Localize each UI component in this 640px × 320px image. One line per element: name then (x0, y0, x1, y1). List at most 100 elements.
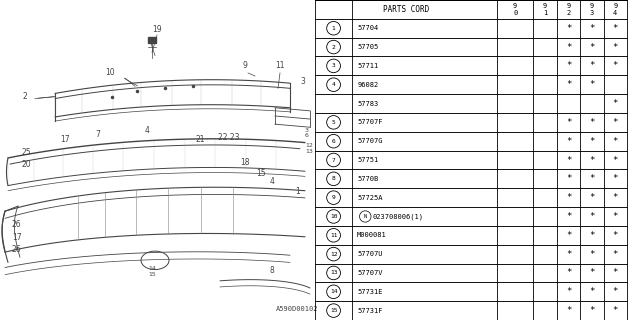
Text: *: * (566, 24, 571, 33)
Text: 9: 9 (332, 195, 335, 200)
Text: 57705: 57705 (357, 44, 378, 50)
Text: *: * (566, 287, 571, 296)
Text: *: * (589, 306, 595, 315)
Text: *: * (566, 156, 571, 164)
Text: *: * (612, 61, 618, 70)
Text: *: * (566, 268, 571, 277)
Text: 3: 3 (332, 63, 335, 68)
Text: 7: 7 (332, 157, 335, 163)
Text: 22 23: 22 23 (218, 132, 239, 141)
Text: 5770B: 5770B (357, 176, 378, 182)
Text: M000081: M000081 (357, 232, 387, 238)
Text: *: * (589, 61, 595, 70)
Text: 7: 7 (95, 131, 100, 140)
Text: 26: 26 (12, 220, 22, 228)
Text: 6: 6 (332, 139, 335, 144)
Text: 57751: 57751 (357, 157, 378, 163)
Text: *: * (566, 118, 571, 127)
Text: 12: 12 (330, 252, 337, 257)
Text: A590D00102: A590D00102 (275, 306, 318, 312)
Text: 57731E: 57731E (357, 289, 383, 295)
Text: *: * (589, 231, 595, 240)
Text: 15: 15 (256, 169, 266, 178)
Text: *: * (589, 118, 595, 127)
Text: 57707V: 57707V (357, 270, 383, 276)
Text: 21: 21 (195, 135, 205, 144)
Text: 10: 10 (105, 68, 115, 77)
Text: 2: 2 (332, 44, 335, 50)
Text: *: * (566, 193, 571, 202)
Text: 3
6: 3 6 (305, 128, 309, 139)
Text: *: * (589, 212, 595, 221)
Text: *: * (612, 231, 618, 240)
Text: *: * (612, 156, 618, 164)
Text: 57783: 57783 (357, 100, 378, 107)
Text: 9: 9 (243, 61, 248, 70)
Bar (148, 37, 156, 43)
Text: 2: 2 (22, 92, 28, 100)
Text: 10: 10 (330, 214, 337, 219)
Text: *: * (566, 174, 571, 183)
Text: *: * (612, 268, 618, 277)
Text: *: * (566, 61, 571, 70)
Text: *: * (589, 193, 595, 202)
Text: *: * (612, 24, 618, 33)
Text: 57725A: 57725A (357, 195, 383, 201)
Text: *: * (566, 212, 571, 221)
Text: 13: 13 (330, 270, 337, 276)
Text: 19: 19 (152, 25, 162, 34)
Text: *: * (612, 306, 618, 315)
Text: *: * (589, 287, 595, 296)
Text: 4: 4 (145, 126, 150, 135)
Text: *: * (612, 43, 618, 52)
Text: *: * (566, 43, 571, 52)
Text: 8: 8 (270, 266, 275, 275)
Text: 18: 18 (240, 158, 250, 167)
Text: 25: 25 (22, 148, 31, 157)
Text: *: * (612, 287, 618, 296)
Text: *: * (612, 174, 618, 183)
Text: *: * (566, 306, 571, 315)
Text: 9
4: 9 4 (613, 3, 618, 16)
Text: 15: 15 (330, 308, 337, 313)
Text: 11: 11 (275, 61, 285, 70)
Text: PARTS CORD: PARTS CORD (383, 5, 429, 14)
Text: *: * (612, 193, 618, 202)
Text: *: * (612, 118, 618, 127)
Text: *: * (566, 231, 571, 240)
Text: 9
2: 9 2 (566, 3, 571, 16)
Text: 57707U: 57707U (357, 251, 383, 257)
Text: 57704: 57704 (357, 25, 378, 31)
Text: 023708006(1): 023708006(1) (372, 213, 424, 220)
Text: 14: 14 (330, 289, 337, 294)
Text: *: * (589, 80, 595, 89)
Text: *: * (589, 24, 595, 33)
Text: 96082: 96082 (357, 82, 378, 88)
Text: 9
3: 9 3 (589, 3, 594, 16)
Text: 20: 20 (22, 160, 31, 169)
Text: *: * (589, 268, 595, 277)
Text: 1: 1 (295, 187, 300, 196)
Text: *: * (589, 250, 595, 259)
Text: *: * (589, 156, 595, 164)
Text: 5: 5 (332, 120, 335, 125)
Text: 26: 26 (12, 245, 22, 254)
Text: 57731F: 57731F (357, 308, 383, 314)
Text: *: * (589, 174, 595, 183)
Text: 4: 4 (270, 177, 275, 186)
Text: 12
13: 12 13 (305, 143, 313, 154)
Text: *: * (612, 250, 618, 259)
Text: 9
1: 9 1 (543, 3, 547, 16)
Text: 1: 1 (332, 26, 335, 31)
Text: 57711: 57711 (357, 63, 378, 69)
Text: *: * (612, 99, 618, 108)
Text: *: * (589, 43, 595, 52)
Text: *: * (566, 137, 571, 146)
Text: *: * (589, 137, 595, 146)
Text: *: * (612, 212, 618, 221)
Text: *: * (566, 250, 571, 259)
Text: 17: 17 (12, 233, 22, 242)
Text: *: * (612, 137, 618, 146)
Text: 8: 8 (332, 176, 335, 181)
Text: 57707G: 57707G (357, 138, 383, 144)
